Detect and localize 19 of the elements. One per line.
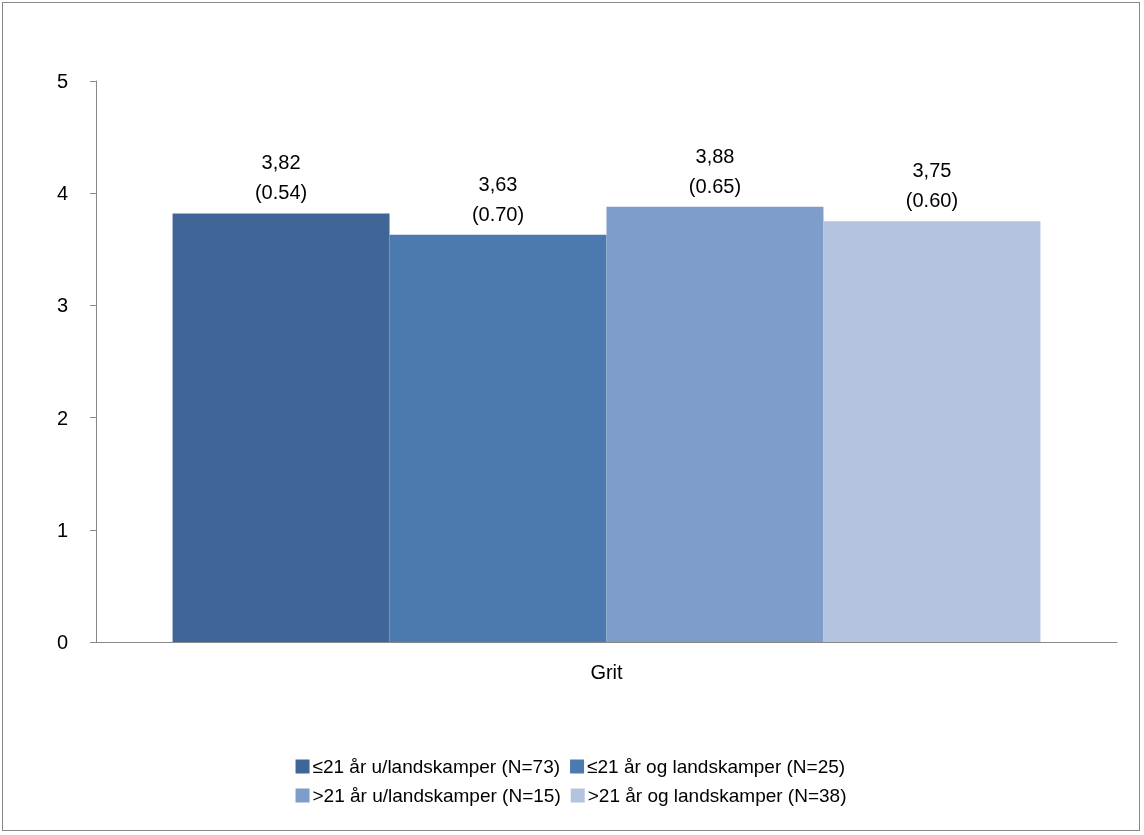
y-tick-label: 3 (56, 294, 68, 317)
bar (389, 234, 607, 642)
data-label: 3,75 (0.60) (905, 159, 959, 212)
data-label: 3,88 (0.65) (688, 144, 742, 197)
bar (823, 221, 1041, 642)
legend-label: >21 år og landskamper (N=38) (587, 785, 847, 806)
y-tick-label: 0 (56, 631, 68, 653)
bar (172, 213, 390, 642)
data-label: 3,82 (0.54) (254, 151, 308, 204)
y-tick-label: 2 (56, 406, 68, 429)
legend-label: ≤21 år u/landskamper (N=73) (312, 756, 561, 777)
data-label: 3,63 (0.70) (471, 172, 525, 225)
x-tick-label: Grit (590, 661, 624, 683)
bar (606, 206, 824, 642)
legend-label: >21 år u/landskamper (N=15) (312, 785, 561, 806)
y-tick-label: 4 (56, 182, 68, 205)
y-tick-label: 5 (56, 70, 68, 92)
legend-label: ≤21 år og landskamper (N=25) (587, 756, 846, 777)
y-tick-label: 1 (56, 518, 68, 541)
